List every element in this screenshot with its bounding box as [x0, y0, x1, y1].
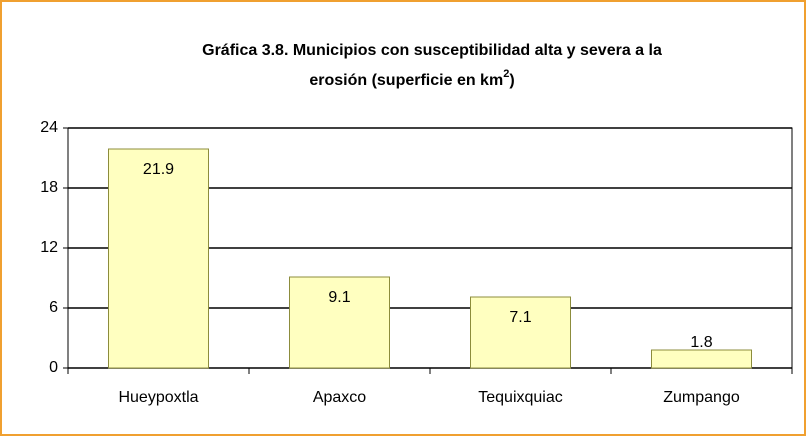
y-tick-label: 24 — [40, 119, 58, 136]
chart-title: Gráfica 3.8. Municipios con susceptibili… — [202, 42, 662, 59]
y-tick-label: 0 — [49, 359, 58, 376]
chart-title-part: ) — [509, 72, 514, 89]
data-label: 21.9 — [143, 161, 174, 178]
x-tick-label: Zumpango — [663, 389, 740, 406]
bar — [651, 349, 752, 369]
y-tick-label: 18 — [40, 179, 58, 196]
y-tick-label: 6 — [49, 299, 58, 316]
chart-title-part: erosión (superficie en km — [309, 72, 503, 89]
chart-title: erosión (superficie en km2) — [309, 68, 514, 89]
y-tick-label: 12 — [40, 239, 58, 256]
chart-title-superscript: 2 — [503, 68, 509, 80]
data-label: 7.1 — [509, 309, 531, 326]
x-tick-label: Apaxco — [313, 389, 366, 406]
x-tick-label: Hueypoxtla — [118, 389, 198, 406]
data-label: 9.1 — [328, 289, 350, 306]
x-tick-label: Tequixquiac — [478, 389, 563, 406]
bar — [108, 148, 209, 369]
bar — [289, 276, 390, 369]
bar — [470, 296, 571, 369]
data-label: 1.8 — [690, 334, 712, 351]
